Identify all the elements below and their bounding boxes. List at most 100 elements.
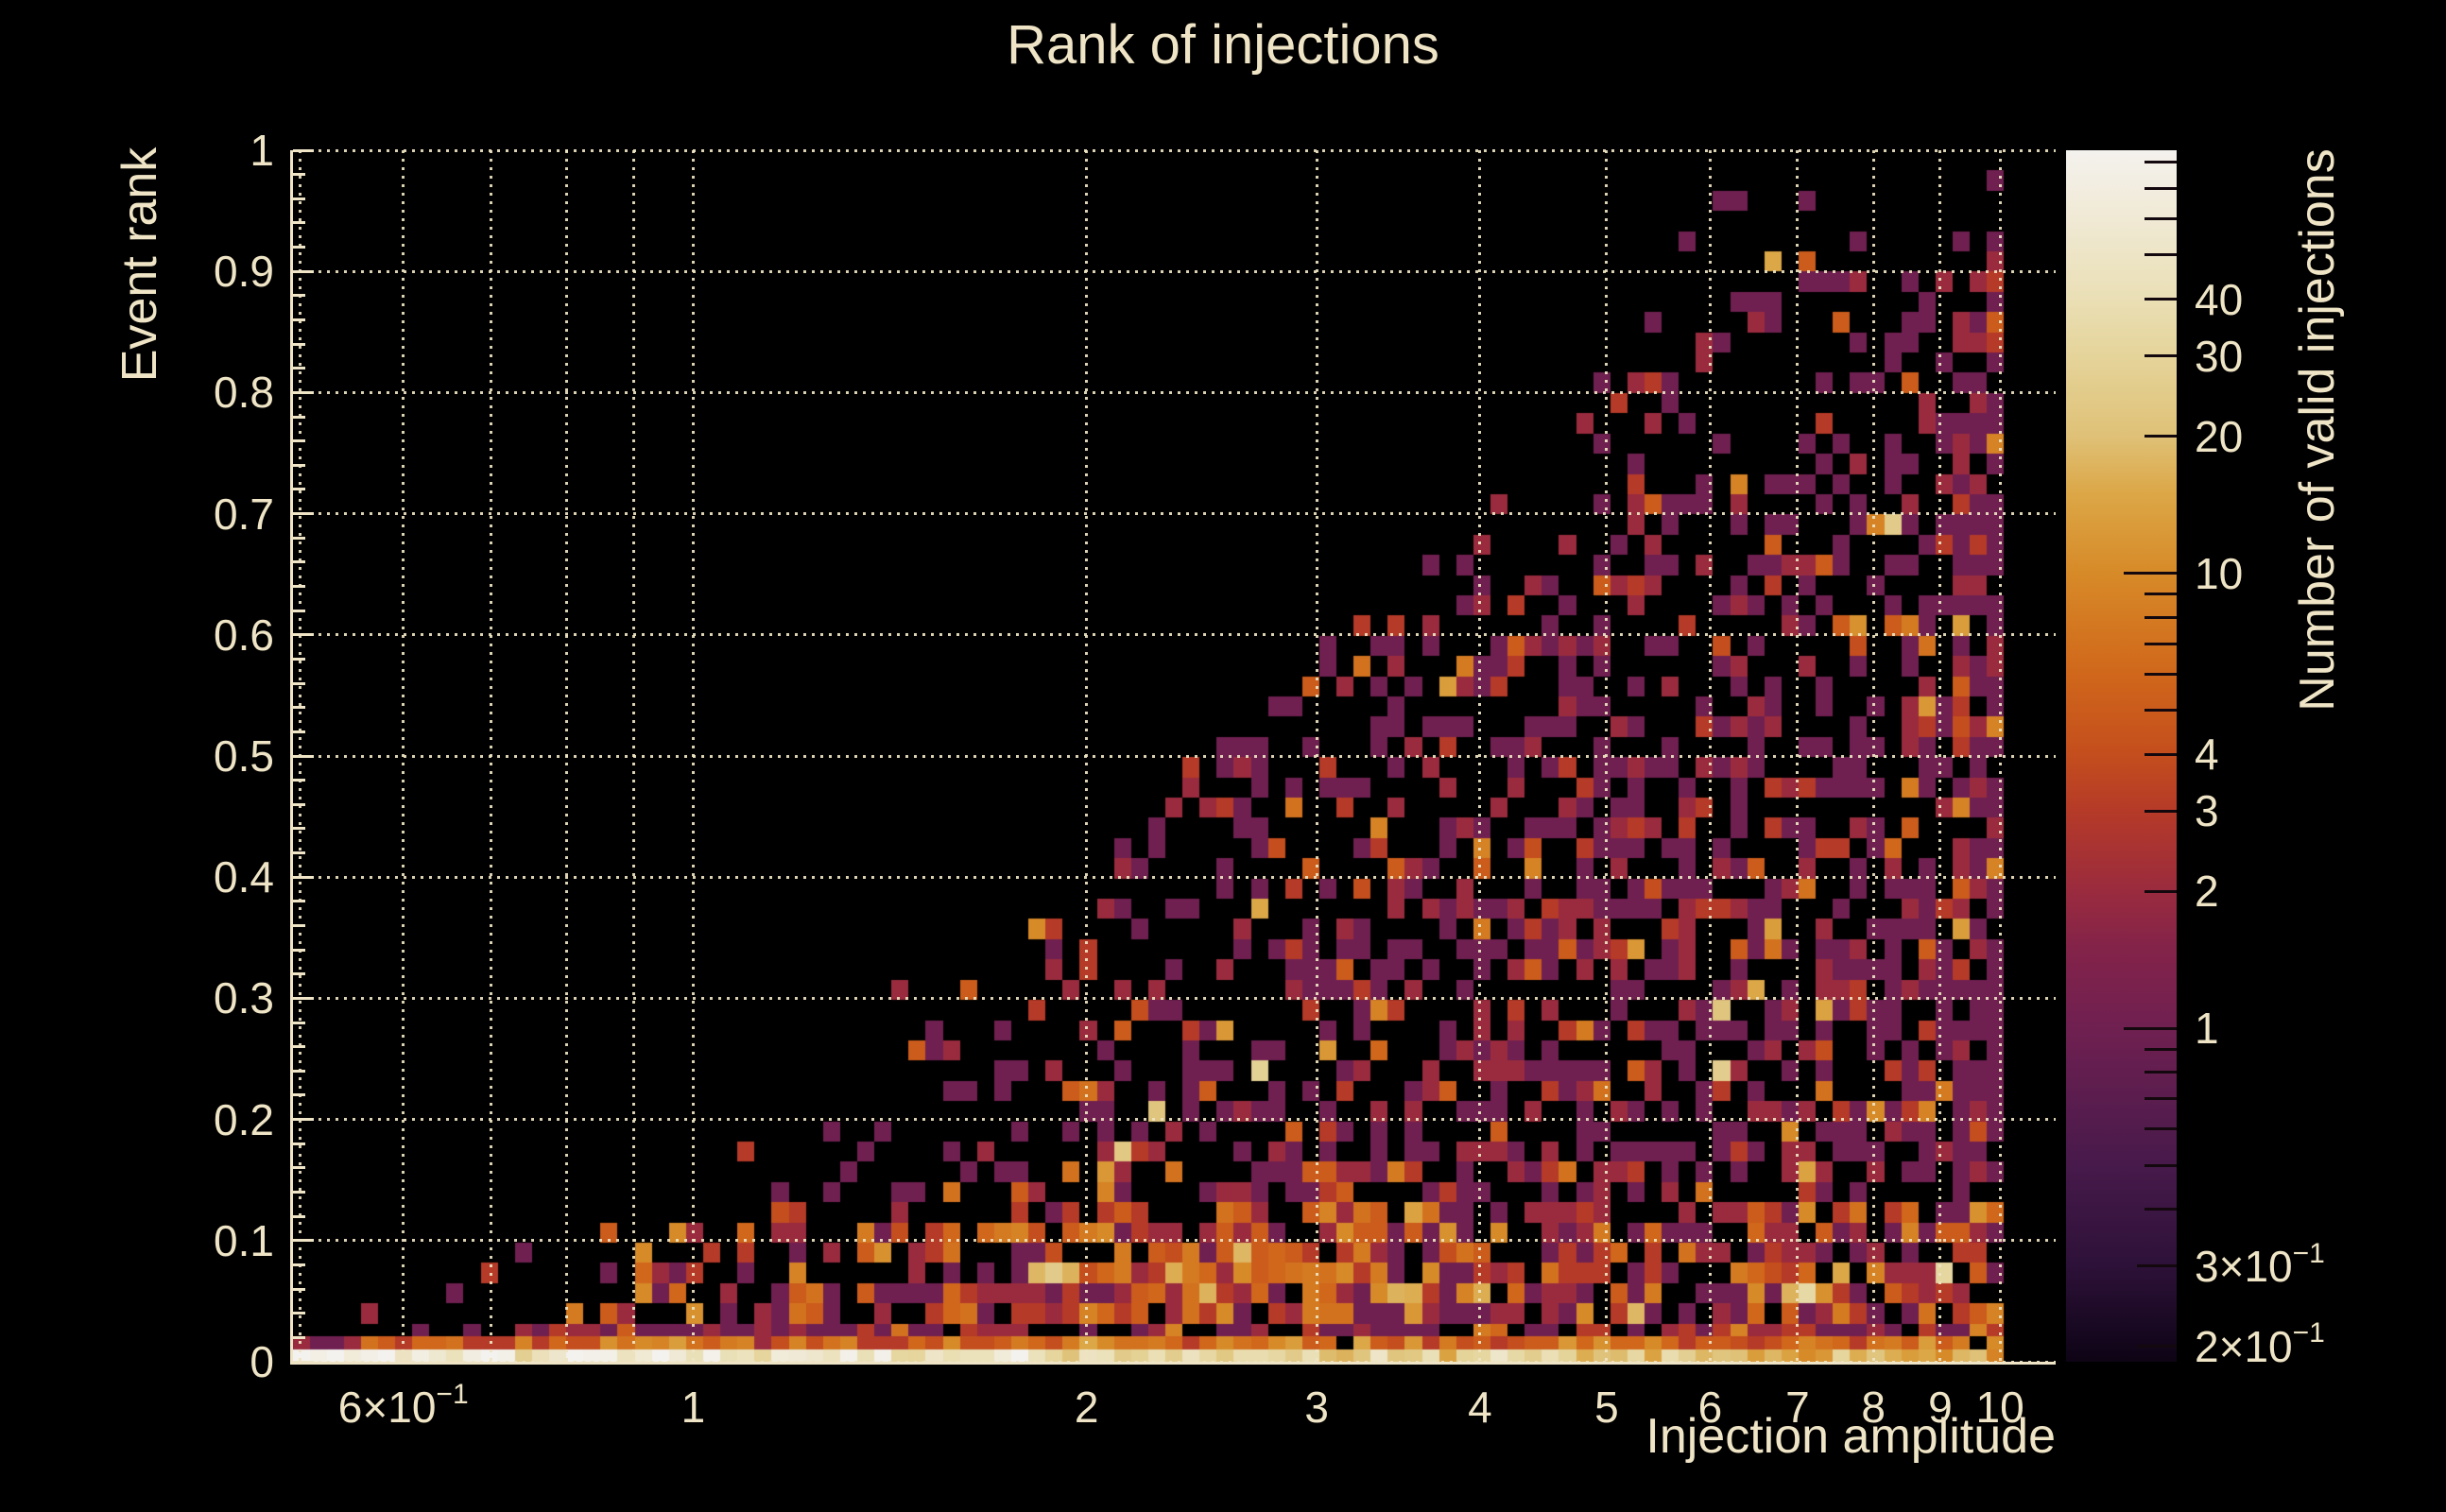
plot-frame [293,148,2056,1364]
y-major-tick [293,269,314,273]
colorbar-tick-label: 40 [2195,274,2244,324]
colorbar-title: Number of valid injections [2290,148,2345,712]
colorbar-major-tick [2145,809,2177,813]
y-gridline [293,1239,2056,1243]
x-tick-label: 1 [680,1383,706,1432]
y-major-tick [293,996,314,1000]
y-tick-label: 0.6 [214,610,274,660]
x-tick-label: 9 [1928,1383,1953,1432]
y-minor-tick [293,1214,305,1218]
y-tick-label: 0.2 [214,1094,274,1144]
y-tick-label: 0.1 [214,1215,274,1265]
y-minor-tick [293,1191,305,1194]
colorbar-major-tick [2145,435,2177,438]
y-major-tick [293,390,314,394]
y-tick-label: 0.8 [214,368,274,418]
colorbar-minor-tick [2145,1163,2177,1167]
y-major-tick [293,633,314,637]
colorbar-tick-label: 30 [2195,331,2244,381]
y-minor-tick [293,415,305,419]
y-major-tick [293,148,314,152]
y-minor-tick [293,923,305,927]
y-minor-tick [293,609,305,612]
y-gridline [293,1118,2056,1122]
x-tick-label: 6 [1697,1383,1723,1432]
x-tick-label: 5 [1594,1383,1619,1432]
colorbar-tick-label: 10 [2195,548,2244,598]
colorbar-minor-tick [2145,672,2177,676]
colorbar-tick-label: 20 [2195,411,2244,461]
y-tick-label: 0.3 [214,973,274,1023]
y-minor-tick [293,1263,305,1266]
colorbar-minor-tick [2145,217,2177,221]
x-tick-label: 7 [1785,1383,1810,1432]
y-minor-tick [293,536,305,540]
colorbar-major-tick [2124,1026,2177,1030]
colorbar-minor-tick [2145,187,2177,191]
y-minor-tick [293,827,305,831]
colorbar-minor-tick [2145,1047,2177,1051]
y-gridline [293,512,2056,516]
y-minor-tick [293,657,305,661]
y-minor-tick [293,1287,305,1291]
y-minor-tick [293,318,305,321]
x-tick-label: 6×10−1 [337,1378,469,1432]
y-minor-tick [293,730,305,733]
y-major-tick [293,875,314,879]
colorbar [2066,150,2177,1362]
x-tick-label: 2 [1074,1383,1099,1432]
colorbar-minor-tick [2145,1071,2177,1074]
colorbar-minor-tick [2145,161,2177,164]
y-minor-tick [293,1142,305,1145]
y-minor-tick [293,488,305,491]
x-axis-line [290,1362,2056,1365]
y-minor-tick [293,1166,305,1170]
colorbar-tick-label: 3 [2195,786,2219,836]
y-gridline [293,148,2056,152]
y-minor-tick [293,802,305,806]
y-minor-tick [293,1021,305,1024]
y-minor-tick [293,972,305,976]
colorbar-minor-tick [2145,615,2177,619]
y-minor-tick [293,173,305,177]
colorbar-major-tick [2137,1264,2177,1268]
y-minor-tick [293,779,305,782]
colorbar-tick-label: 1 [2195,1004,2219,1054]
y-minor-tick [293,294,305,298]
colorbar-minor-tick [2145,642,2177,645]
colorbar-minor-tick [2145,1097,2177,1101]
colorbar-major-tick [2145,752,2177,756]
colorbar-tick-label: 2 [2195,867,2219,917]
y-major-tick [293,1239,314,1243]
y-gridline [293,875,2056,879]
y-tick-label: 0.4 [214,852,274,902]
colorbar-tick-label: 2×10−1 [2195,1317,2325,1371]
colorbar-major-tick [2145,298,2177,301]
colorbar-minor-tick [2145,1127,2177,1131]
y-tick-label: 0.9 [214,247,274,297]
y-major-tick [293,1360,314,1364]
colorbar-major-tick [2124,572,2177,576]
y-tick-label: 0.7 [214,489,274,539]
y-minor-tick [293,1093,305,1097]
y-axis-line [290,150,293,1365]
y-minor-tick [293,439,305,443]
y-minor-tick [293,197,305,200]
y-minor-tick [293,1045,305,1049]
y-minor-tick [293,706,305,710]
y-major-tick [293,512,314,516]
y-gridline [293,754,2056,758]
y-minor-tick [293,1069,305,1073]
y-minor-tick [293,560,305,564]
colorbar-minor-tick [2145,709,2177,713]
colorbar-major-tick [2145,889,2177,893]
x-axis-title: Injection amplitude [1645,1409,2056,1464]
y-minor-tick [293,221,305,225]
colorbar-major-tick [2137,1345,2177,1349]
x-tick-label: 10 [1975,1383,2024,1432]
y-gridline [293,633,2056,637]
y-minor-tick [293,367,305,370]
y-gridline [293,269,2056,273]
y-tick-label: 1 [250,126,274,175]
